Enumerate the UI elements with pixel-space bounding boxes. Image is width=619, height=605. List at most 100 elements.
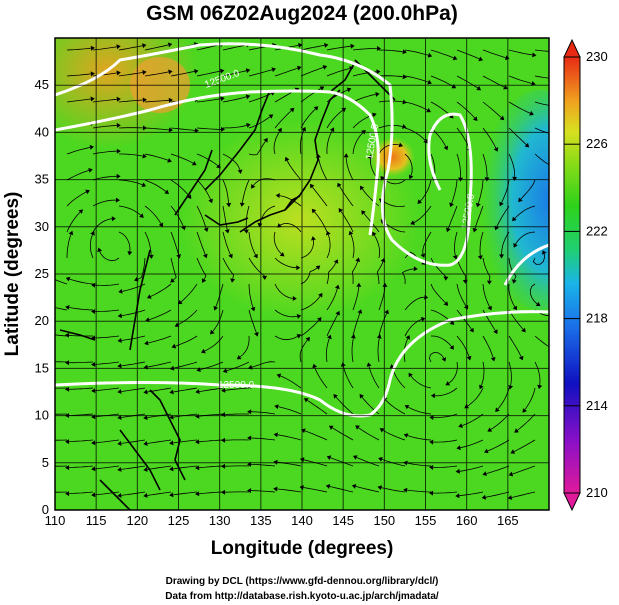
streamline-arrowhead (429, 439, 434, 445)
streamline-arrowhead (487, 305, 492, 311)
streamline (430, 283, 446, 304)
streamline-arrowhead (458, 423, 463, 428)
streamline-arrowhead (127, 251, 133, 256)
streamline (456, 153, 461, 178)
streamline-arrowhead (484, 448, 489, 454)
streamline-arrowhead (477, 255, 483, 260)
streamline-arrowhead (378, 457, 383, 462)
streamline-arrowhead (430, 393, 436, 399)
streamline (534, 49, 549, 52)
streamline (352, 312, 361, 337)
streamline-arrowhead (402, 49, 407, 55)
streamline (534, 153, 549, 165)
streamline-arrowhead (251, 184, 256, 189)
streamline (303, 487, 328, 493)
streamline-arrowhead (335, 310, 340, 316)
streamline (121, 491, 146, 496)
y-tick-label: 35 (35, 172, 49, 187)
streamline-arrowhead (91, 361, 96, 367)
streamline (66, 234, 72, 259)
streamline-arrowhead (377, 485, 382, 491)
colorbar-label: 210 (586, 485, 608, 500)
streamline (532, 253, 545, 265)
streamline-arrowhead (333, 394, 338, 399)
streamline (515, 231, 536, 245)
streamline (352, 48, 377, 51)
colorbar-label: 214 (586, 398, 608, 413)
streamline (508, 335, 522, 357)
streamline-arrowhead (348, 230, 354, 236)
streamline (496, 205, 510, 227)
y-tick-label: 0 (42, 502, 49, 517)
streamline-arrowhead (167, 158, 172, 163)
streamline-arrowhead (410, 220, 415, 225)
streamline (404, 49, 429, 56)
streamline (482, 153, 488, 178)
streamline-arrowhead (317, 317, 322, 322)
streamline (326, 288, 338, 311)
streamline (248, 231, 256, 256)
streamline (66, 191, 87, 207)
streamline (501, 231, 510, 255)
streamline-arrowhead (226, 202, 232, 208)
streamline-arrowhead (352, 455, 358, 460)
streamline (199, 491, 224, 495)
streamline (514, 205, 536, 219)
streamline-arrowhead (305, 336, 310, 342)
streamline-arrowhead (512, 216, 517, 222)
y-tick-labels: 0 5 10 15 20 25 30 35 40 45 (35, 77, 49, 517)
streamline (178, 309, 198, 326)
streamline-arrowhead (65, 332, 70, 338)
streamline (92, 125, 117, 129)
x-tick-label: 135 (250, 513, 272, 528)
streamline (382, 200, 406, 208)
streamline-arrowhead (263, 137, 268, 143)
streamline-arrowhead (313, 106, 319, 111)
streamline (69, 439, 94, 442)
streamline (351, 261, 359, 285)
streamline (430, 101, 451, 116)
streamline-arrowhead (529, 110, 534, 116)
streamline-arrowhead (478, 56, 483, 62)
streamline (434, 387, 458, 397)
streamline (222, 179, 230, 204)
streamline-arrowhead (346, 87, 352, 93)
streamline (66, 147, 91, 155)
streamline (448, 361, 458, 384)
streamline-arrowhead (327, 334, 332, 340)
credit-data-source: Data from http://database.rish.kyoto-u.a… (165, 591, 439, 602)
streamline-arrowhead (507, 495, 513, 500)
streamline (69, 491, 94, 494)
streamline (378, 75, 403, 78)
streamline-arrowhead (341, 107, 347, 113)
y-tick-label: 5 (42, 455, 49, 470)
streamline-arrowhead (221, 387, 226, 393)
streamline-arrowhead (328, 425, 334, 430)
streamline-arrowhead (486, 280, 492, 285)
x-tick-labels: 110 115 120 125 130 135 140 145 150 155 160 165 (45, 513, 519, 528)
streamline (92, 98, 117, 103)
streamline-arrowhead (375, 91, 380, 97)
streamline-arrowhead (469, 327, 474, 333)
streamline (430, 127, 447, 147)
streamline (456, 283, 467, 307)
streamline (300, 108, 316, 129)
streamline-arrowhead (91, 492, 96, 498)
streamline (144, 99, 169, 103)
streamline (121, 465, 146, 470)
streamline (175, 335, 198, 347)
streamline (459, 465, 484, 472)
streamline-arrowhead (203, 227, 209, 232)
streamline-arrowhead (319, 86, 325, 91)
streamline (404, 153, 413, 176)
streamline (199, 439, 224, 443)
streamline (286, 160, 302, 181)
streamline-arrowhead (170, 278, 175, 283)
streamline-arrowhead (482, 471, 487, 476)
streamline-arrowhead (408, 372, 413, 378)
streamline-arrowhead (118, 288, 123, 294)
streamline-arrowhead (39, 490, 43, 495)
streamline-arrowhead (158, 222, 164, 228)
streamline-arrowhead (403, 433, 409, 438)
